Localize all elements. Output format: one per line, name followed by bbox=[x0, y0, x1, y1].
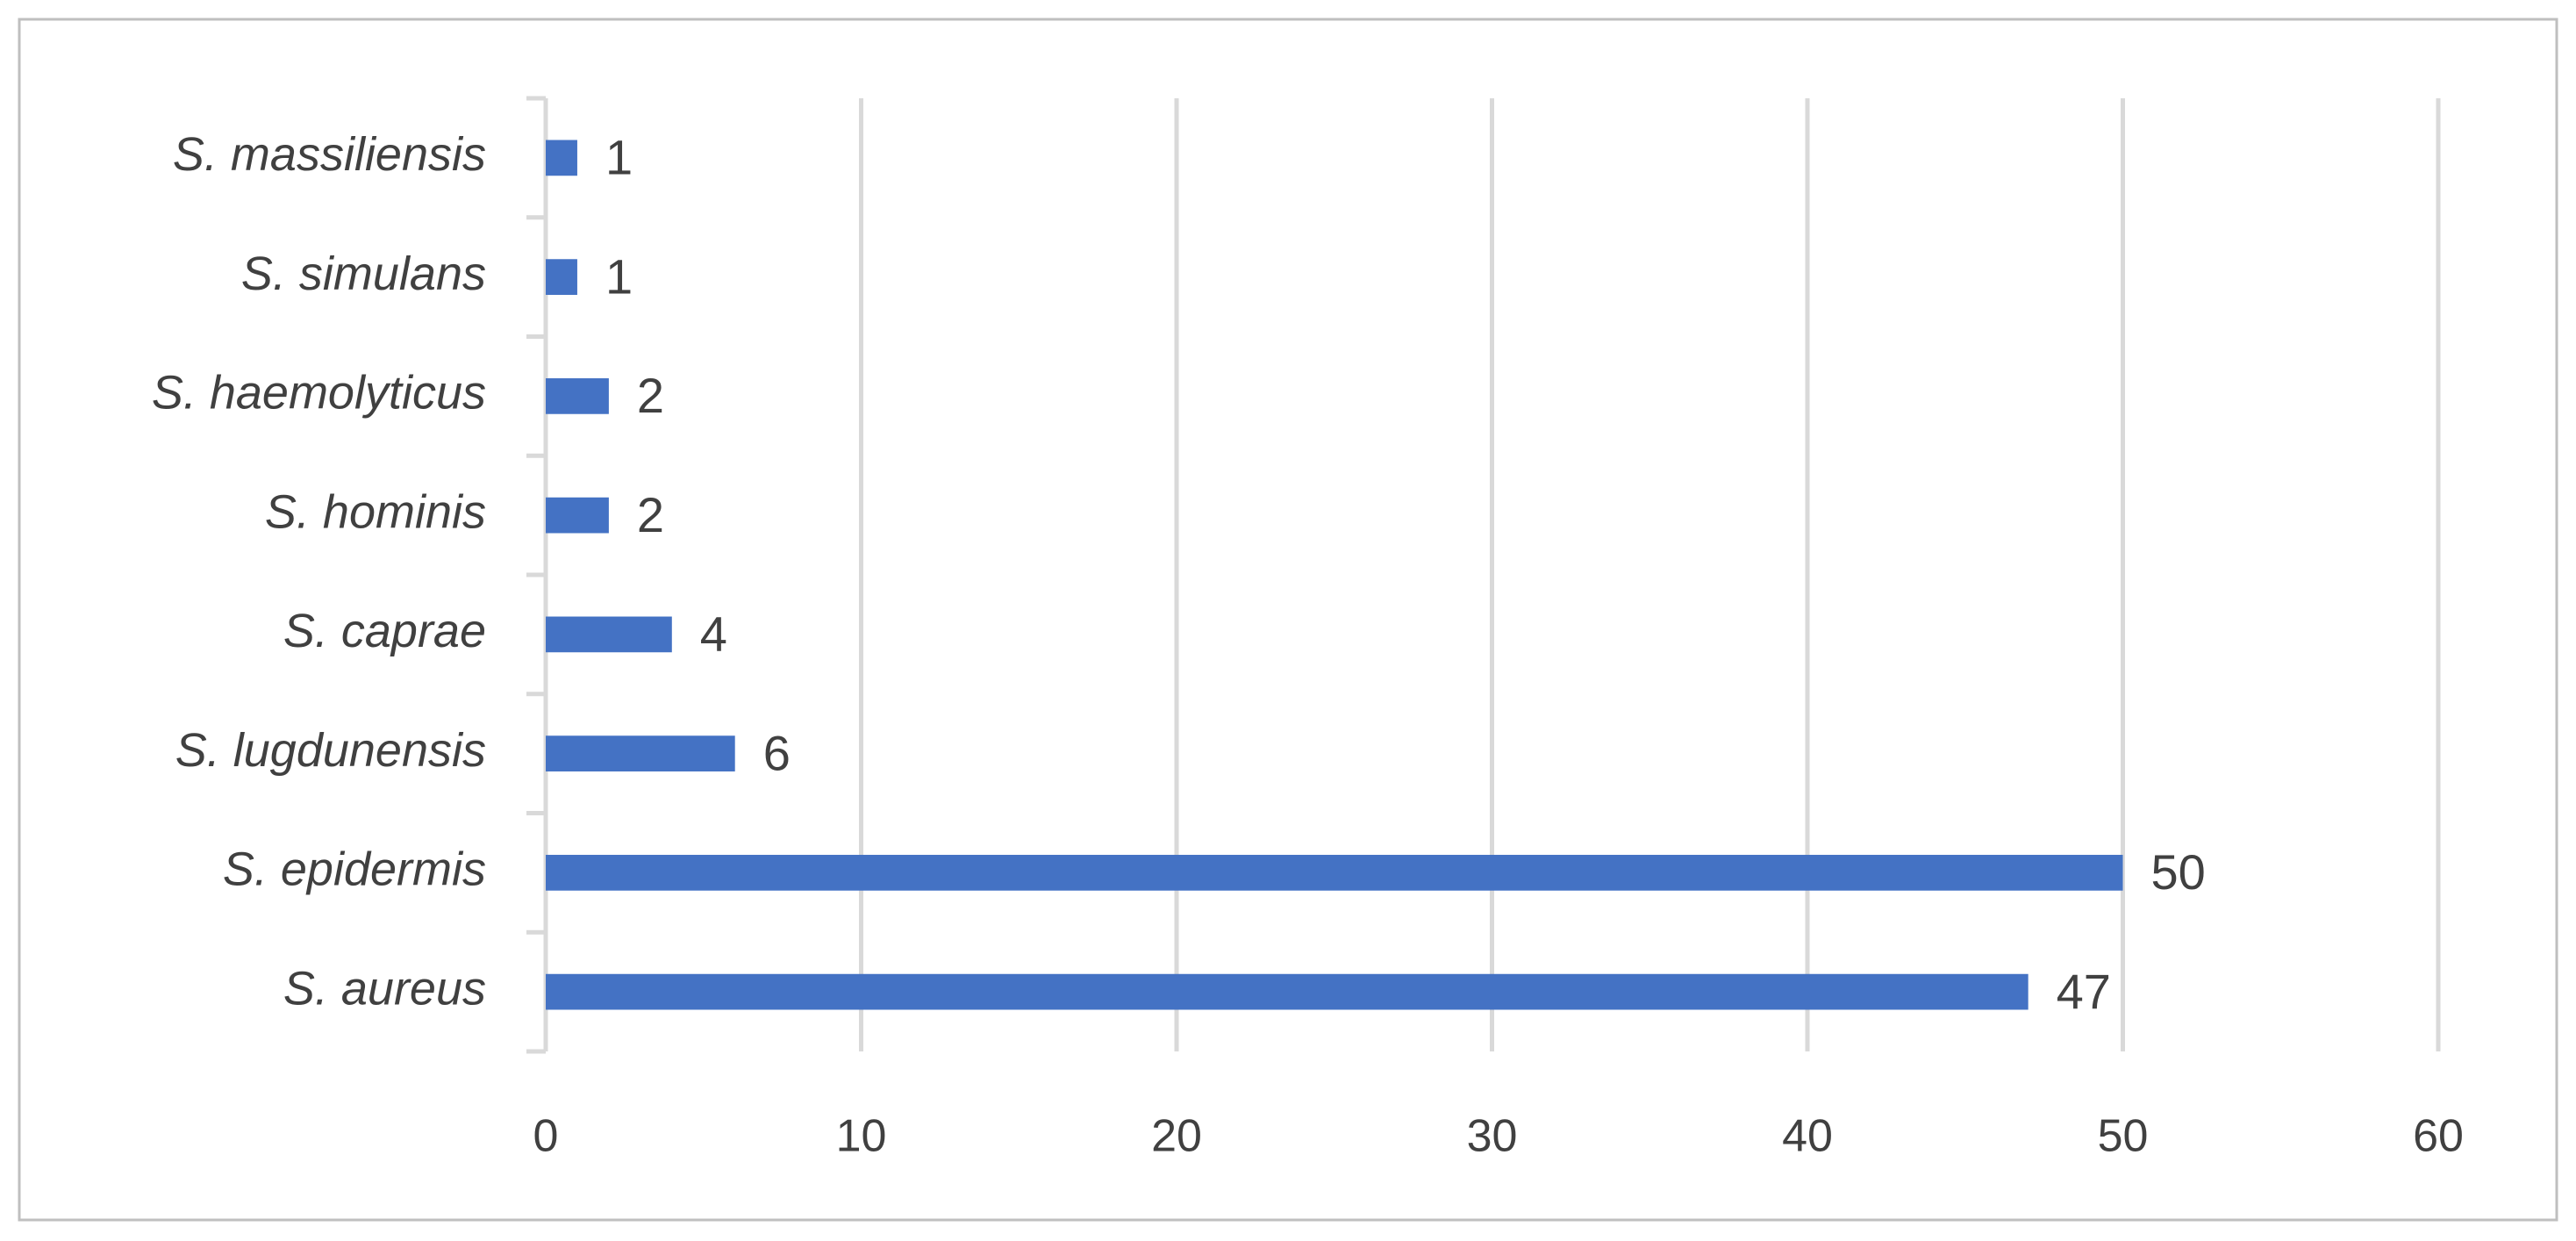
x-tick-label: 40 bbox=[1782, 1111, 1833, 1162]
x-tick-label: 0 bbox=[533, 1111, 559, 1162]
bar bbox=[546, 140, 577, 176]
data-label: 6 bbox=[763, 725, 791, 780]
y-tick-label: S. lugdunensis bbox=[175, 724, 486, 777]
x-tick-label: 10 bbox=[836, 1111, 887, 1162]
data-label: 50 bbox=[2151, 844, 2206, 900]
data-label: 1 bbox=[605, 248, 633, 304]
y-tick-label: S. aureus bbox=[283, 962, 486, 1015]
x-tick-label: 50 bbox=[2098, 1111, 2149, 1162]
y-tick-label: S. hominis bbox=[265, 485, 486, 538]
x-tick-label: 60 bbox=[2413, 1111, 2464, 1162]
bar bbox=[546, 855, 2123, 891]
bar bbox=[546, 973, 2029, 1010]
data-label: 2 bbox=[637, 487, 664, 542]
chart-frame bbox=[18, 18, 2558, 1222]
y-tick-label: S. epidermis bbox=[223, 843, 486, 896]
bar bbox=[546, 735, 735, 771]
x-tick-label: 30 bbox=[1467, 1111, 1518, 1162]
data-label: 47 bbox=[2057, 964, 2111, 1019]
data-label: 1 bbox=[605, 130, 633, 185]
bar bbox=[546, 616, 672, 653]
bar bbox=[546, 259, 577, 295]
data-label: 4 bbox=[700, 606, 727, 662]
x-tick-label: 20 bbox=[1151, 1111, 1202, 1162]
bar bbox=[546, 378, 609, 414]
y-tick-label: S. haemolyticus bbox=[152, 367, 486, 420]
y-tick-label: S. simulans bbox=[241, 247, 486, 300]
y-tick-label: S. caprae bbox=[283, 605, 486, 657]
bar bbox=[546, 497, 609, 534]
y-tick-label: S. massiliensis bbox=[173, 128, 486, 181]
data-label: 2 bbox=[637, 368, 664, 423]
